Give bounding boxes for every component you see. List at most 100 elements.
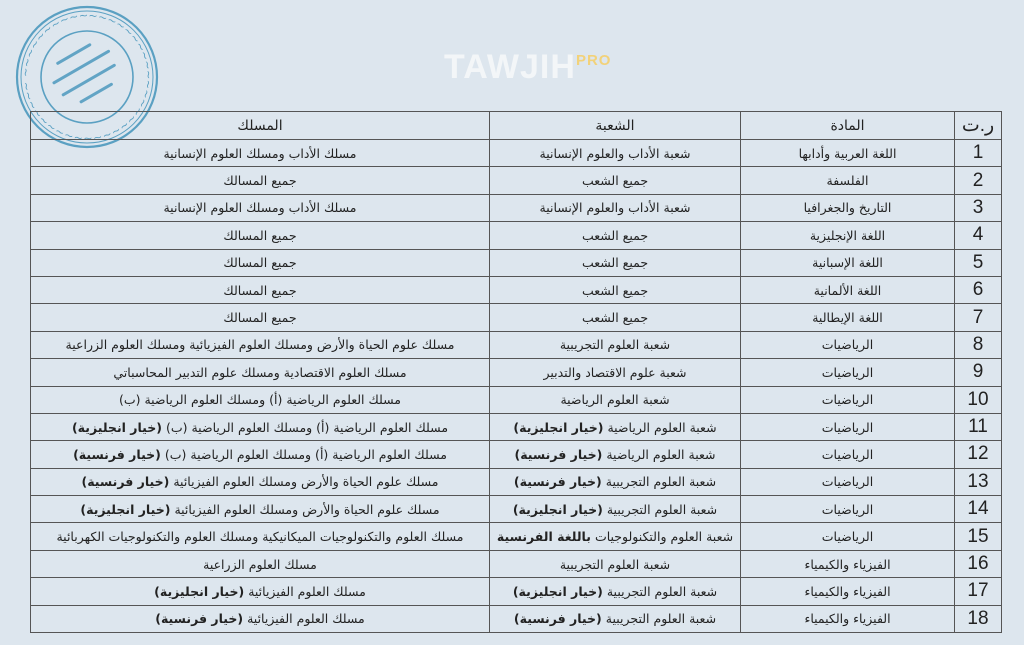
cell-branch-text: شعبة الأداب والعلوم الإنسانية [539, 200, 691, 216]
cell-subject: الرياضيات [740, 467, 955, 497]
cell-num-text: 3 [972, 196, 984, 218]
cell-num: 5 [954, 248, 1002, 277]
cell-num-text: 8 [972, 333, 984, 355]
cell-subject: الرياضيات [740, 358, 955, 387]
cell-path: مسلك الأداب ومسلك العلوم الإنسانية [30, 138, 490, 168]
table-row: 14 الرياضيات شعبة العلوم التجريبية (خيار ا… [30, 495, 1002, 524]
header-subject: المادة [740, 111, 955, 140]
cell-branch-option: (خيار فرنسية) [513, 611, 602, 627]
cell-num: 4 [954, 221, 1002, 250]
table-row: 11 الرياضيات شعبة العلوم الرياضية (خيار ان… [30, 412, 1002, 442]
cell-path-option: (خيار فرنسية) [73, 446, 161, 462]
watermark-logo: TAWJIHPRO [444, 48, 611, 87]
cell-subject: الرياضيات [740, 440, 955, 469]
cell-subject: اللغة الألمانية [740, 275, 955, 305]
cell-path-option: (خيار انجليزية) [80, 501, 171, 517]
cell-subject-text: الرياضيات [821, 337, 874, 353]
cell-branch-text: جميع الشعب [581, 282, 649, 298]
cell-path-text: جميع المسالك [223, 227, 297, 243]
cell-path: مسلك العلوم الرياضية (أ) ومسلك العلوم ال… [30, 440, 490, 469]
cell-num-text: 14 [967, 498, 989, 520]
cell-path: مسلك العلوم الرياضية (أ) ومسلك العلوم ال… [30, 385, 490, 414]
table-row: 5 اللغة الإسبانية جميع الشعب جميع المسالك [30, 248, 1002, 277]
cell-subject-text: الفيزياء والكيمياء [804, 556, 891, 572]
header-num: ر.ت [954, 111, 1002, 140]
cell-branch: جميع الشعب [489, 303, 741, 332]
cell-path-text: مسلك علوم الحياة والأرض ومسلك العلوم الف… [65, 337, 455, 353]
cell-num-text: 2 [972, 169, 984, 191]
cell-path: مسلك العلوم الفيزيائية (خيار انجليزية) [30, 577, 490, 606]
table-row: 7 اللغة الإيطالية جميع الشعب جميع المسالك [30, 303, 1002, 332]
cell-branch: جميع الشعب [489, 166, 741, 195]
cell-branch-text: شعبة العلوم الرياضية [606, 446, 716, 462]
cell-subject: اللغة العربية وأدابها [740, 138, 955, 168]
subjects-table: ر.ت المادة الشعبة المسلك 1 اللغة العربية … [30, 111, 1002, 634]
cell-path: جميع المسالك [30, 166, 490, 195]
watermark-suffix: PRO [575, 52, 612, 69]
cell-num-text: 1 [972, 142, 984, 164]
cell-path: مسلك العلوم الفيزيائية (خيار فرنسية) [30, 604, 490, 634]
cell-num: 11 [954, 412, 1002, 442]
cell-branch: شعبة العلوم التجريبية [489, 330, 741, 360]
table-row: 9 الرياضيات شعبة علوم الاقتصاد والتدبير مسل… [30, 358, 1002, 387]
cell-branch-option: باللغة الفرنسية [496, 529, 591, 545]
cell-num: 10 [954, 385, 1002, 414]
cell-subject-text: الرياضيات [821, 419, 874, 435]
table-row: 3 التاريخ والجغرافيا شعبة الأداب والعلوم ا… [30, 193, 1002, 223]
cell-num: 8 [954, 330, 1002, 360]
cell-subject-text: الفلسفة [826, 173, 869, 189]
header-path: المسلك [30, 111, 490, 140]
cell-path: مسلك العلوم الرياضية (أ) ومسلك العلوم ال… [30, 412, 490, 442]
cell-subject: الرياضيات [740, 385, 955, 414]
cell-num-text: 11 [968, 416, 988, 438]
cell-path-text: مسلك الأداب ومسلك العلوم الإنسانية [163, 200, 357, 216]
cell-path: جميع المسالك [30, 303, 490, 332]
cell-branch-text: شعبة العلوم التجريبية [559, 556, 671, 572]
cell-subject-text: اللغة العربية وأدابها [798, 145, 897, 161]
cell-num-text: 15 [967, 525, 989, 547]
cell-subject: الرياضيات [740, 330, 955, 360]
cell-branch-text: جميع الشعب [581, 227, 649, 243]
cell-subject-text: اللغة الإيطالية [812, 310, 883, 326]
cell-branch: شعبة العلوم التجريبية (خيار فرنسية) [489, 467, 741, 497]
cell-num-text: 10 [967, 388, 989, 410]
cell-branch: شعبة العلوم التجريبية (خيار انجليزية) [489, 577, 741, 606]
cell-path-option: (خيار انجليزية) [154, 583, 245, 599]
cell-path-text: جميع المسالك [223, 255, 297, 271]
cell-num-text: 13 [967, 470, 989, 492]
table-row: 6 اللغة الألمانية جميع الشعب جميع المسالك [30, 275, 1002, 305]
cell-subject: اللغة الإسبانية [740, 248, 955, 277]
cell-subject: الرياضيات [740, 522, 955, 551]
cell-branch-text: شعبة العلوم الرياضية [560, 392, 670, 408]
cell-path-text: مسلك العلوم الرياضية (أ) ومسلك العلوم ال… [165, 419, 449, 435]
cell-num: 15 [954, 522, 1002, 551]
cell-num: 12 [954, 440, 1002, 469]
watermark-brand: TAWJIH [444, 48, 576, 86]
cell-branch-option: (خيار فرنسية) [514, 446, 603, 462]
cell-subject-text: الفيزياء والكيمياء [804, 611, 891, 627]
table-row: 18 الفيزياء والكيمياء شعبة العلوم التجريبي… [30, 604, 1002, 634]
cell-subject-text: اللغة الألمانية [813, 282, 882, 298]
table-row: 2 الفلسفة جميع الشعب جميع المسالك [30, 166, 1002, 195]
cell-path-text: جميع المسالك [223, 282, 297, 298]
cell-subject-text: الرياضيات [821, 474, 874, 490]
cell-branch: شعبة علوم الاقتصاد والتدبير [489, 358, 741, 387]
cell-branch: جميع الشعب [489, 275, 741, 305]
table-row: 1 اللغة العربية وأدابها شعبة الأداب والعلو… [30, 138, 1002, 168]
cell-branch: شعبة الأداب والعلوم الإنسانية [489, 193, 741, 223]
cell-path: مسلك علوم الحياة والأرض ومسلك العلوم الف… [30, 467, 490, 497]
cell-path: مسلك علوم الحياة والأرض ومسلك العلوم الف… [30, 495, 490, 524]
cell-path: مسلك العلوم والتكنولوجيات الميكانيكية وم… [30, 522, 490, 551]
cell-branch-text: شعبة الأداب والعلوم الإنسانية [539, 145, 691, 161]
header-branch: الشعبة [489, 111, 741, 140]
cell-num: 14 [954, 495, 1002, 524]
cell-num: 7 [954, 303, 1002, 332]
cell-num-text: 17 [967, 580, 989, 602]
cell-subject: اللغة الإنجليزية [740, 221, 955, 250]
cell-path-option: (خيار فرنسية) [81, 474, 170, 490]
cell-path: جميع المسالك [30, 248, 490, 277]
cell-branch-option: (خيار انجليزية) [513, 419, 604, 435]
table-row: 8 الرياضيات شعبة العلوم التجريبية مسلك علوم… [30, 330, 1002, 360]
cell-branch-text: شعبة العلوم الرياضية [607, 419, 717, 435]
cell-num: 2 [954, 166, 1002, 195]
